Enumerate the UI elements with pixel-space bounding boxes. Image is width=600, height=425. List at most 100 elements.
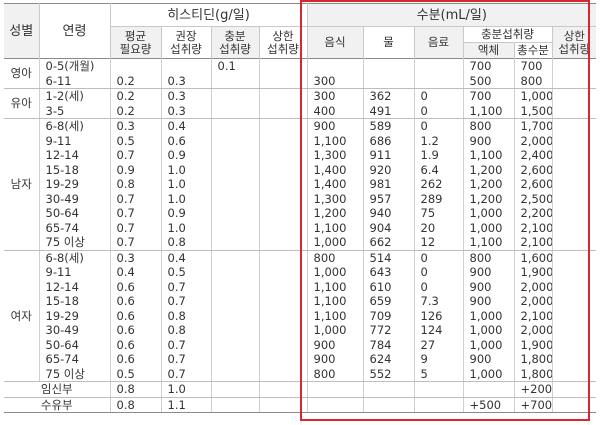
cell-wul [552, 162, 597, 177]
table-row: 50-64 0.6 0.7 900 784 27 1,000 1,900 [4, 337, 597, 352]
cell-wul [552, 103, 597, 119]
cell-water [363, 73, 415, 89]
cell-ul [259, 235, 308, 251]
cell-food: 1,000 [307, 323, 364, 338]
age-cell: 65-74 [39, 352, 111, 367]
cell-wul [552, 235, 597, 251]
cell-liquid [463, 381, 515, 398]
cell-water: 643 [363, 265, 415, 280]
cell-ai [211, 265, 260, 280]
cell-food: 900 [307, 118, 364, 134]
age-cell: 30-49 [39, 323, 111, 338]
cell-wul [552, 279, 597, 294]
cell-rni: 0.7 [161, 337, 212, 352]
cell-ear: 0.7 [110, 191, 162, 206]
age-cell: 9-11 [39, 265, 111, 280]
age-cell: 6-8(세) [39, 250, 111, 265]
cell-total: 1,700 [514, 118, 553, 134]
cell-rni: 1.0 [161, 162, 212, 177]
cell-food: 1,300 [307, 191, 364, 206]
table-body: 영아 0-5(개월) 0.1 700 700 6-11 0.2 0.3 300 500 800 유아 1… [4, 58, 597, 413]
header-hist-ai: 충분 섭취량 [211, 26, 260, 59]
cell-water [363, 381, 415, 398]
cell-rni: 0.9 [161, 148, 212, 163]
age-cell: 3-5 [39, 103, 111, 119]
cell-ul [259, 323, 308, 338]
table-row: 6-11 0.2 0.3 300 500 800 [4, 73, 597, 89]
cell-food: 1,100 [307, 133, 364, 148]
cell-liquid: 800 [463, 118, 515, 134]
sex-cell: 유아 [4, 88, 40, 119]
cell-food: 1,200 [307, 206, 364, 221]
cell-wul [552, 118, 597, 134]
age-cell: 15-18 [39, 294, 111, 309]
cell-ul [259, 177, 308, 192]
cell-water: 784 [363, 337, 415, 352]
cell-liquid: 700 [463, 88, 515, 104]
cell-ai [211, 162, 260, 177]
cell-food: 1,000 [307, 235, 364, 251]
header-hist-ear-line2: 필요량 [119, 41, 152, 56]
cell-wul [552, 352, 597, 367]
cell-wul [552, 381, 597, 398]
cell-ai [211, 235, 260, 251]
header-food: 음식 [307, 26, 364, 59]
header-hist-rni-line1: 권장 [175, 28, 197, 43]
cell-water: 904 [363, 220, 415, 235]
cell-ul [259, 366, 308, 382]
cell-food: 900 [307, 352, 364, 367]
cell-rni: 0.7 [161, 279, 212, 294]
cell-beverage: 20 [414, 220, 464, 235]
cell-liquid: 900 [463, 294, 515, 309]
cell-beverage: 262 [414, 177, 464, 192]
cell-ear: 0.4 [110, 265, 162, 280]
cell-ul [259, 191, 308, 206]
cell-total: 1,500 [514, 103, 553, 119]
cell-liquid: 1,200 [463, 162, 515, 177]
table-row: 75 이상 0.7 0.8 1,000 662 12 1,100 2,100 [4, 235, 597, 251]
cell-beverage: 7.3 [414, 294, 464, 309]
cell-water: 659 [363, 294, 415, 309]
cell-ear [110, 58, 162, 74]
cell-food [307, 397, 364, 413]
cell-ai [211, 366, 260, 382]
header-hist-rni-line2: 섭취량 [170, 41, 202, 56]
cell-rni: 0.4 [161, 250, 212, 265]
cell-liquid: 900 [463, 265, 515, 280]
cell-beverage: 5 [414, 366, 464, 382]
cell-beverage: 75 [414, 206, 464, 221]
header-histidine-group: 히스티딘(g/일) [110, 3, 308, 27]
cell-ear: 0.2 [110, 103, 162, 119]
cell-ul [259, 103, 308, 119]
header-hist-ear: 평균 필요량 [110, 26, 162, 59]
table-row: 여자 6-8(세) 0.3 0.4 800 514 0 800 1,600 [4, 250, 597, 382]
header-beverage: 음료 [414, 26, 464, 59]
table-row: 15-18 0.6 0.7 1,100 659 7.3 900 2,000 [4, 294, 597, 309]
cell-ear: 0.3 [110, 118, 162, 134]
cell-liquid: 1,100 [463, 103, 515, 119]
cell-water: 491 [363, 103, 415, 119]
cell-rni: 0.8 [161, 308, 212, 323]
cell-liquid: 1,200 [463, 177, 515, 192]
cell-rni: 0.3 [161, 88, 212, 104]
special-group-label: 임신부 [4, 381, 111, 398]
cell-total: 1,900 [514, 265, 553, 280]
header-hist-ul: 상한 섭취량 [259, 26, 308, 59]
cell-ear: 0.7 [110, 206, 162, 221]
cell-rni: 0.8 [161, 323, 212, 338]
cell-ai [211, 381, 260, 398]
cell-beverage [414, 58, 464, 74]
cell-ul [259, 206, 308, 221]
cell-rni: 0.7 [161, 366, 212, 382]
cell-beverage [414, 381, 464, 398]
cell-wul [552, 206, 597, 221]
table-row: 30-49 0.6 0.8 1,000 772 124 1,000 2,000 [4, 323, 597, 338]
cell-wul [552, 191, 597, 206]
table-row: 9-11 0.4 0.5 1,000 643 0 900 1,900 [4, 265, 597, 280]
cell-food: 1,100 [307, 279, 364, 294]
age-cell: 65-74 [39, 220, 111, 235]
header-water: 물 [363, 26, 415, 59]
cell-food: 400 [307, 103, 364, 119]
cell-beverage: 1.2 [414, 133, 464, 148]
cell-wul [552, 133, 597, 148]
